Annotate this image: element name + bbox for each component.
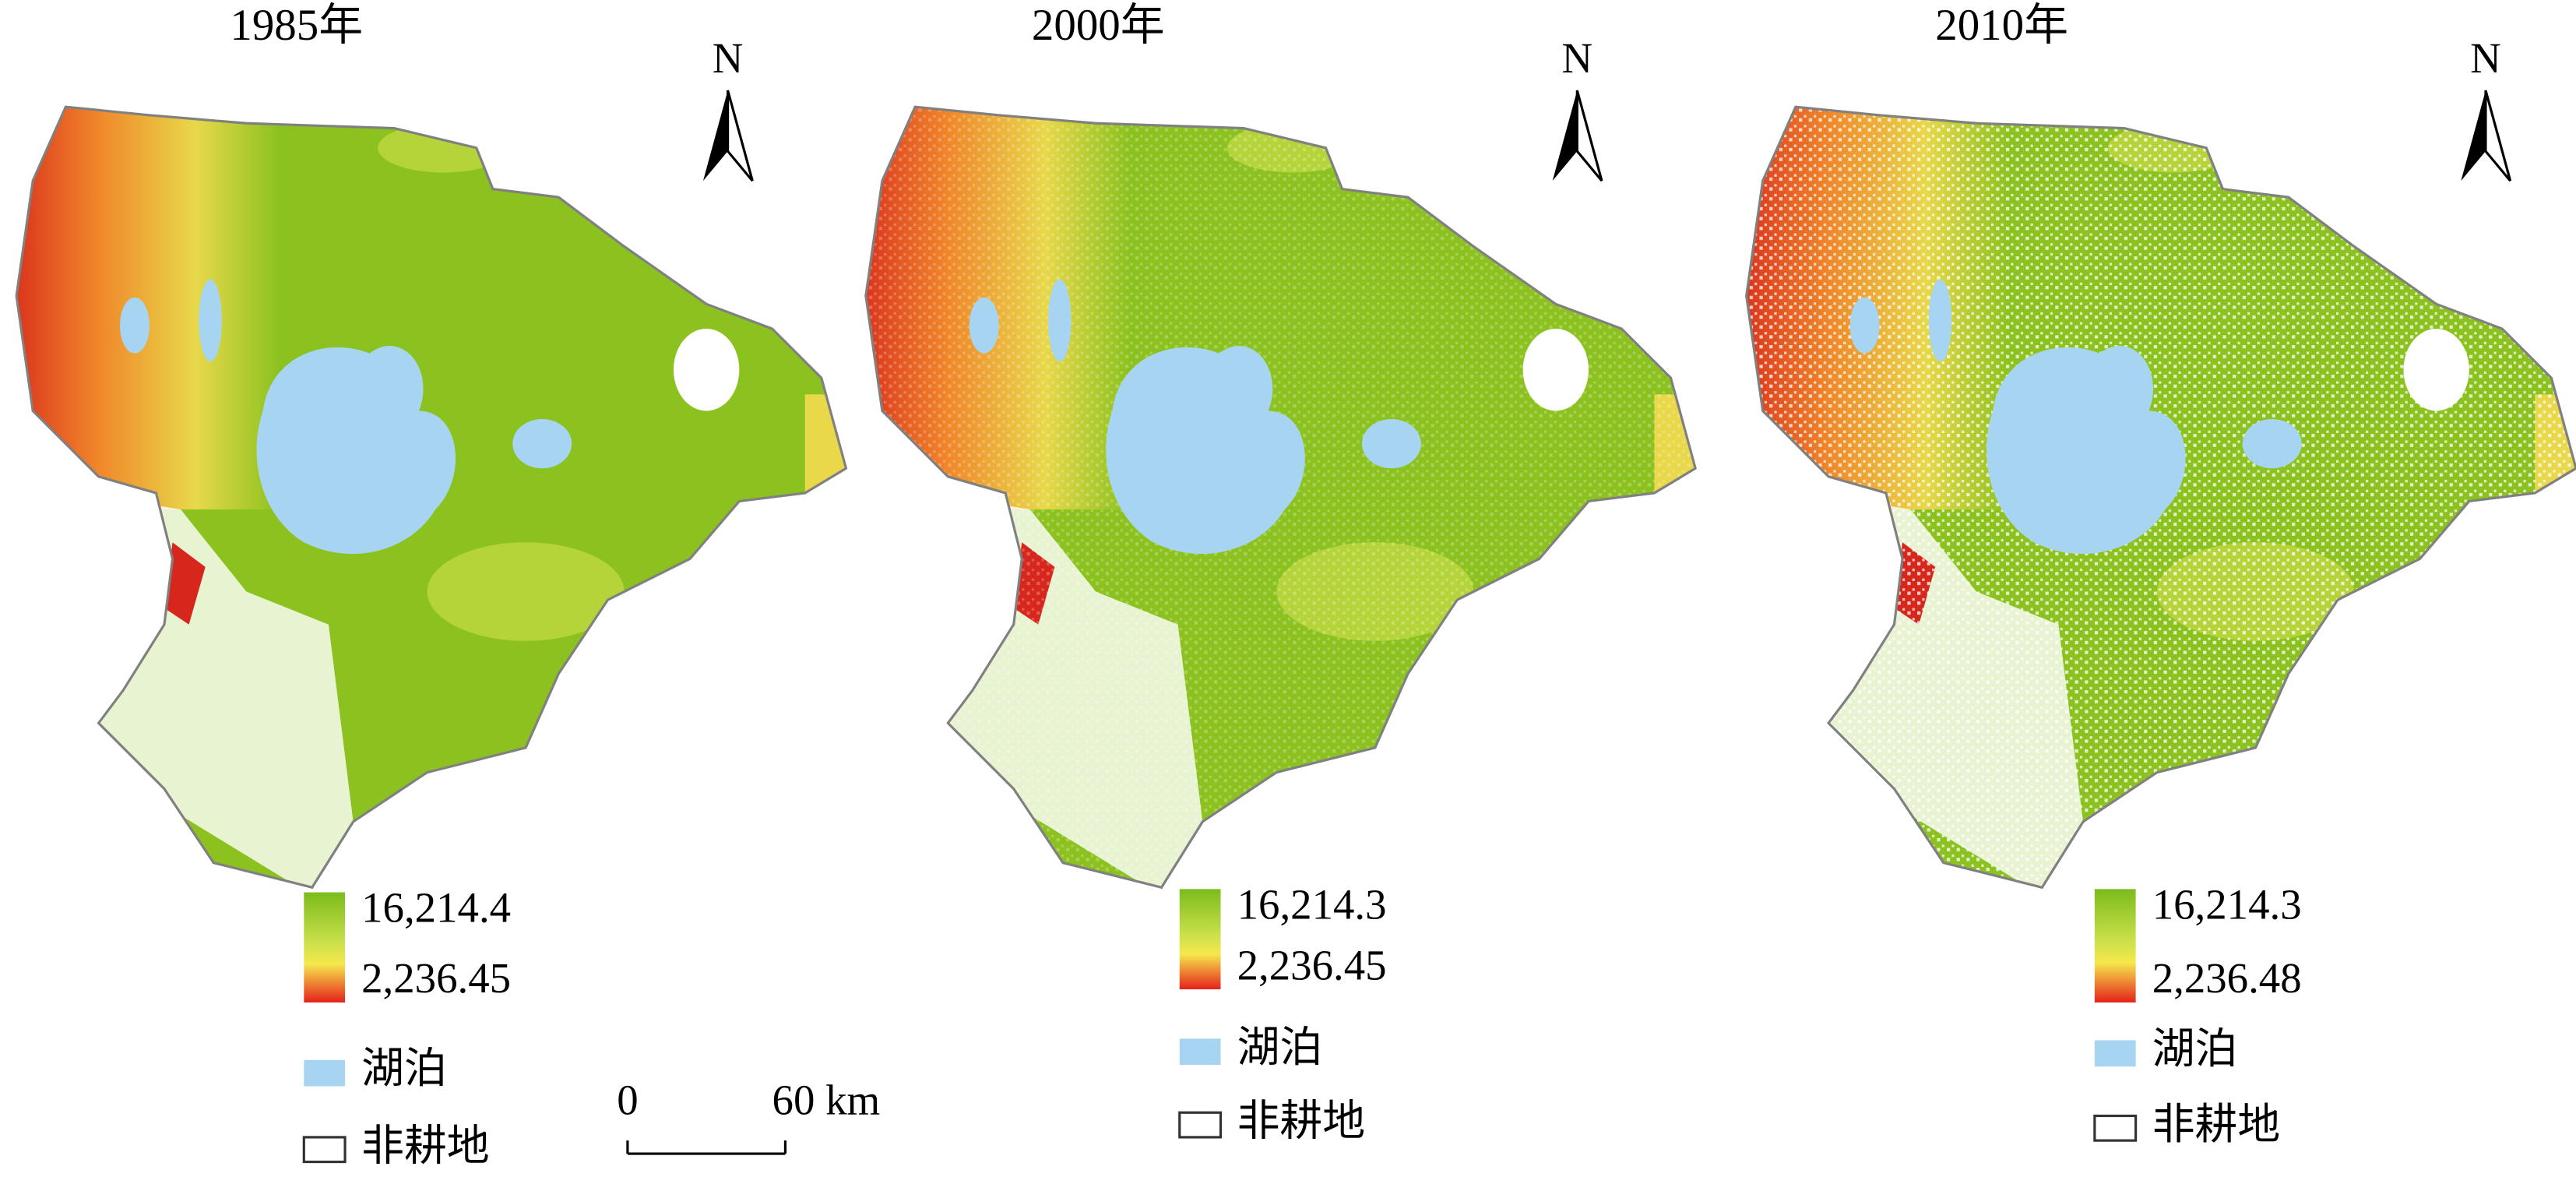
- lake: [1047, 279, 1072, 362]
- cropland-light: [378, 123, 510, 173]
- legend-lake: 湖泊: [2152, 1025, 2238, 1073]
- legend-max: 16,214.3: [1237, 880, 1387, 928]
- north-arrow: [702, 90, 728, 181]
- map: [15, 105, 848, 889]
- north-arrow: [727, 90, 754, 182]
- lake: [2242, 418, 2302, 469]
- legend-ramp: [2094, 889, 2136, 1003]
- west-gradient: [16, 107, 280, 510]
- lake: [1849, 297, 1880, 354]
- lake: [1928, 279, 1952, 362]
- north-arrow: [2484, 90, 2512, 182]
- north-arrow: [1575, 90, 1603, 182]
- legend-lake-swatch: [304, 1059, 346, 1087]
- north-label: N: [1562, 34, 1593, 82]
- panel-title: 1985年: [230, 1, 363, 50]
- legend-lake: 湖泊: [1237, 1024, 1323, 1071]
- legend-lake: 湖泊: [361, 1045, 447, 1092]
- legend-ramp: [1179, 889, 1221, 990]
- non-cropland: [673, 328, 740, 411]
- north-label: N: [2470, 34, 2501, 82]
- legend-non-cropland-swatch: [302, 1136, 347, 1164]
- lake: [1106, 346, 1305, 555]
- panel-title: 2000年: [1032, 1, 1165, 50]
- legend-ramp: [304, 892, 346, 1003]
- lake: [969, 297, 999, 354]
- red-edge: [164, 542, 206, 625]
- legend-non-cropland-swatch: [2093, 1114, 2138, 1142]
- legend-non-cropland: 非耕地: [2152, 1101, 2281, 1148]
- legend-min: 2,236.45: [361, 954, 511, 1002]
- lake: [120, 297, 150, 354]
- lake: [1361, 418, 1421, 469]
- map: [1745, 105, 2576, 889]
- north-arrow: [1552, 90, 1578, 181]
- legend-max: 16,214.3: [2152, 880, 2302, 928]
- scale-start: 0: [617, 1076, 638, 1123]
- scale-end: 60 km: [772, 1076, 881, 1123]
- legend-min: 2,236.48: [2152, 954, 2302, 1002]
- north-arrow: [2461, 90, 2486, 181]
- legend-lake-swatch: [1179, 1038, 1221, 1066]
- legend-lake-swatch: [2094, 1040, 2136, 1067]
- lake: [199, 279, 222, 362]
- legend-non-cropland: 非耕地: [361, 1122, 490, 1169]
- north-label: N: [713, 34, 744, 82]
- legend-max: 16,214.4: [361, 883, 511, 931]
- legend-min: 2,236.45: [1237, 941, 1387, 988]
- panel-title: 2010年: [1935, 1, 2068, 50]
- cropland-light: [427, 542, 625, 641]
- map: [864, 105, 1697, 889]
- lake: [1986, 346, 2186, 555]
- legend-non-cropland: 非耕地: [1237, 1098, 1366, 1145]
- legend-non-cropland-swatch: [1178, 1111, 1223, 1139]
- lake: [512, 418, 572, 469]
- lake: [256, 346, 456, 555]
